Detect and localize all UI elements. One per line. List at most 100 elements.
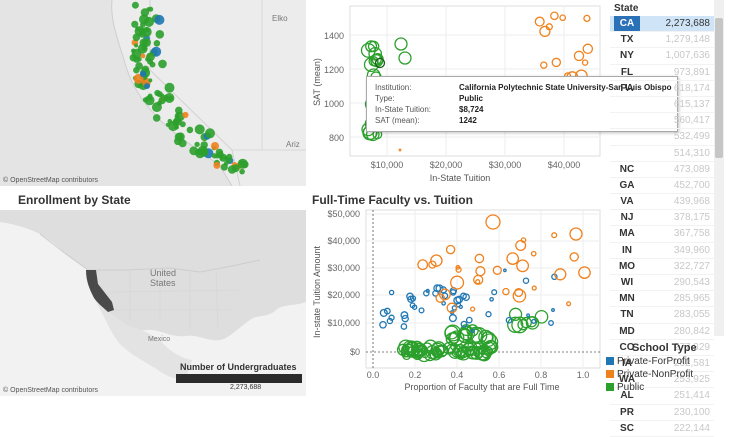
faculty-point[interactable]: [388, 289, 395, 296]
faculty-point[interactable]: [569, 252, 579, 262]
faculty-point[interactable]: [470, 328, 476, 334]
school-marker[interactable]: [219, 155, 224, 160]
faculty-point[interactable]: [485, 214, 501, 230]
faculty-point[interactable]: [483, 346, 494, 357]
school-marker[interactable]: [194, 124, 205, 135]
sat-point[interactable]: [398, 51, 412, 65]
faculty-point[interactable]: [383, 307, 391, 315]
faculty-point[interactable]: [462, 342, 476, 356]
state-row[interactable]: SC 222,144: [610, 421, 714, 437]
school-marker[interactable]: [149, 61, 156, 68]
faculty-point[interactable]: [469, 346, 484, 360]
school-marker[interactable]: [226, 153, 233, 160]
faculty-point[interactable]: [446, 302, 458, 314]
school-marker[interactable]: [146, 52, 155, 62]
school-marker[interactable]: [144, 16, 154, 27]
school-marker[interactable]: [142, 38, 152, 47]
school-marker[interactable]: [158, 59, 167, 69]
legend-item-public[interactable]: Public: [606, 382, 644, 393]
faculty-point[interactable]: [506, 252, 520, 265]
faculty-point[interactable]: [386, 317, 394, 325]
school-marker[interactable]: [139, 70, 147, 78]
state-list-scrollbar[interactable]: [714, 0, 724, 336]
state-row[interactable]: GA 452,700: [610, 178, 714, 195]
faculty-point[interactable]: [469, 306, 476, 312]
school-marker[interactable]: [168, 121, 179, 132]
state-row[interactable]: 615,137: [610, 97, 714, 114]
school-marker[interactable]: [133, 56, 140, 63]
faculty-point[interactable]: [438, 288, 451, 301]
school-marker[interactable]: [154, 14, 165, 25]
state-row[interactable]: WA 253,925: [610, 372, 714, 389]
state-row[interactable]: MN 285,965: [610, 291, 714, 308]
school-marker[interactable]: [131, 1, 139, 9]
legend-item-nonprofit[interactable]: Private-NonProfit: [606, 369, 693, 380]
state-row[interactable]: MO 322,727: [610, 259, 714, 275]
faculty-point[interactable]: [551, 232, 558, 239]
faculty-point[interactable]: [525, 316, 538, 328]
faculty-point[interactable]: [481, 333, 499, 351]
faculty-point[interactable]: [462, 293, 470, 302]
faculty-point[interactable]: [526, 313, 531, 318]
faculty-point[interactable]: [492, 265, 502, 275]
school-marker[interactable]: [159, 93, 165, 98]
faculty-point[interactable]: [531, 318, 537, 324]
faculty-point[interactable]: [530, 250, 537, 257]
faculty-point[interactable]: [460, 320, 468, 328]
faculty-point[interactable]: [400, 323, 408, 330]
faculty-point[interactable]: [448, 314, 457, 323]
school-marker[interactable]: [175, 106, 183, 115]
faculty-point[interactable]: [401, 314, 409, 323]
faculty-point[interactable]: [489, 296, 494, 302]
faculty-point[interactable]: [480, 331, 497, 348]
school-marker[interactable]: [213, 161, 221, 169]
faculty-point[interactable]: [548, 320, 554, 326]
sat-point[interactable]: [398, 148, 402, 152]
school-marker[interactable]: [239, 168, 245, 175]
state-list[interactable]: State CA 2,273,688 TX 1,279,148 NY 1,007,636 F…: [610, 2, 714, 437]
faculty-point[interactable]: [520, 316, 532, 329]
enrollment-map[interactable]: United States Mexico © OpenStreetMap con…: [0, 210, 306, 396]
faculty-point[interactable]: [411, 304, 418, 310]
state-row[interactable]: NC 473,089: [610, 162, 714, 178]
school-marker[interactable]: [182, 111, 189, 119]
school-marker[interactable]: [164, 93, 175, 103]
faculty-point[interactable]: [428, 260, 437, 269]
sat-point[interactable]: [550, 11, 559, 21]
faculty-point[interactable]: [505, 316, 513, 324]
faculty-point[interactable]: [466, 324, 479, 337]
school-marker[interactable]: [175, 113, 180, 119]
faculty-point[interactable]: [450, 275, 465, 290]
school-marker[interactable]: [189, 146, 199, 156]
faculty-point[interactable]: [503, 268, 507, 273]
sat-point[interactable]: [540, 61, 548, 69]
state-row[interactable]: NJ 378,175: [610, 210, 714, 227]
state-row[interactable]: IA 262,581: [610, 356, 714, 373]
school-marker[interactable]: [134, 43, 139, 48]
state-row[interactable]: MA 367,758: [610, 226, 714, 243]
faculty-point[interactable]: [435, 284, 444, 293]
sat-point[interactable]: [581, 59, 589, 66]
faculty-point[interactable]: [449, 330, 465, 346]
faculty-point[interactable]: [566, 301, 572, 307]
sat-point[interactable]: [559, 14, 567, 22]
faculty-point[interactable]: [514, 287, 524, 298]
faculty-point[interactable]: [569, 227, 583, 241]
faculty-point[interactable]: [475, 279, 481, 285]
faculty-point[interactable]: [417, 259, 429, 271]
school-marker[interactable]: [131, 48, 142, 59]
faculty-point[interactable]: [485, 311, 492, 318]
state-row[interactable]: MD 280,842: [610, 324, 714, 340]
state-row[interactable]: TN 283,055: [610, 307, 714, 324]
faculty-tuition-chart[interactable]: $50,000 $40,000 $30,000 $20,000 $10,000 …: [310, 206, 606, 400]
sat-point[interactable]: [534, 16, 545, 27]
faculty-point[interactable]: [400, 311, 409, 320]
sat-point[interactable]: [539, 25, 551, 38]
school-marker[interactable]: [131, 20, 139, 28]
school-marker[interactable]: [215, 154, 220, 159]
state-row[interactable]: 514,310: [610, 146, 714, 162]
faculty-point[interactable]: [502, 287, 510, 296]
faculty-point[interactable]: [491, 289, 498, 296]
school-marker[interactable]: [200, 141, 208, 149]
faculty-point[interactable]: [474, 253, 485, 264]
